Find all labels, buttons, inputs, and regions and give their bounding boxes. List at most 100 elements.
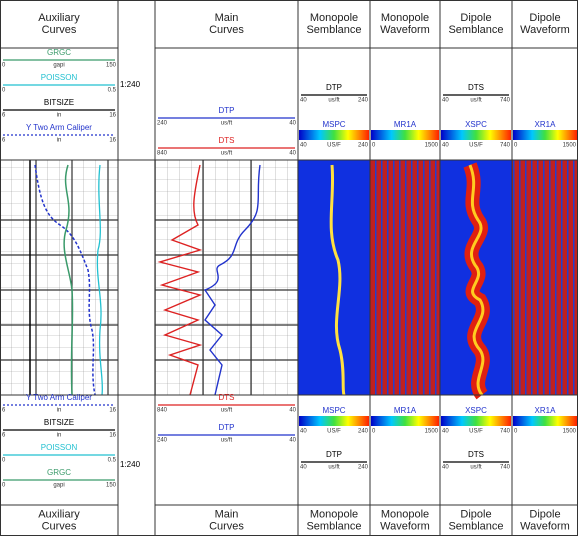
curve-unit: in: [57, 433, 62, 439]
scale-right: 1500: [425, 429, 439, 435]
scale-right: 240: [358, 429, 369, 435]
curve-unit: in: [57, 113, 62, 119]
scale-left: 40: [442, 98, 449, 104]
column-title: Monopole Semblance: [306, 508, 361, 532]
colorbar: [299, 416, 369, 426]
curve-name: DTP: [219, 423, 235, 432]
curve-unit: us/ft: [470, 98, 482, 104]
column-title: Dipole Waveform: [520, 12, 570, 36]
scale-left: 240: [157, 438, 168, 444]
scale-left: 40: [300, 98, 307, 104]
scale-right: 40: [289, 408, 296, 414]
scale-right: 1500: [425, 143, 439, 149]
curve-unit: in: [57, 138, 62, 144]
curve-unit: us/ft: [328, 465, 340, 471]
curve-name: DTS: [468, 83, 484, 92]
scale-left: 40: [300, 429, 307, 435]
curve-unit: us/ft: [328, 98, 340, 104]
image-name: MR1A: [394, 120, 417, 129]
curve-unit: us/ft: [221, 408, 233, 414]
scale-left: 40: [300, 143, 307, 149]
image-unit: US/F: [469, 429, 483, 435]
scale-left: 0: [2, 63, 6, 69]
scale-right: 150: [106, 63, 117, 69]
image-name: MSPC: [322, 120, 345, 129]
column-title: Main Curves: [209, 12, 244, 36]
column-title: Dipole Waveform: [520, 508, 570, 532]
scale-right: 0.5: [108, 88, 117, 94]
curve-name: GRGC: [47, 468, 71, 477]
scale-left: 6: [2, 138, 6, 144]
colorbar: [371, 130, 439, 140]
scale-left: 6: [2, 113, 6, 119]
colorbar: [513, 130, 577, 140]
scale-right: 16: [109, 113, 116, 119]
scale-left: 6: [2, 433, 6, 439]
curve-name: DTS: [468, 450, 484, 459]
curve-unit: us/ft: [221, 151, 233, 157]
image-unit: US/F: [327, 429, 341, 435]
colorbar: [299, 130, 369, 140]
curve-unit: in: [57, 408, 62, 414]
scale-left: 0: [372, 429, 376, 435]
column-title: Monopole Waveform: [380, 508, 430, 532]
column-title: Main Curves: [209, 508, 244, 532]
column-title: Monopole Semblance: [306, 12, 361, 36]
curve-name: Y Two Arm Caliper: [26, 123, 92, 132]
scale-right: 0.5: [108, 458, 117, 464]
depth-scale: 1:240: [120, 80, 141, 89]
scale-left: 6: [2, 408, 6, 414]
curve-name: GRGC: [47, 48, 71, 57]
scale-left: 40: [300, 465, 307, 471]
curve-name: POISSON: [41, 443, 78, 452]
image-name: XR1A: [535, 120, 557, 129]
scale-left: 240: [157, 121, 168, 127]
image-name: MSPC: [322, 406, 345, 415]
image-unit: US/F: [327, 143, 341, 149]
scale-right: 16: [109, 433, 116, 439]
tracks: [0, 160, 578, 400]
scale-left: 0: [372, 143, 376, 149]
scale-left: 0: [2, 483, 6, 489]
curve-unit: gapi: [53, 483, 64, 489]
curve-name: Y Two Arm Caliper: [26, 393, 92, 402]
column-title: Auxiliary Curves: [38, 12, 80, 36]
scale-left: 840: [157, 151, 168, 157]
scale-left: 40: [442, 143, 449, 149]
image-name: MR1A: [394, 406, 417, 415]
curve-name: BITSIZE: [44, 98, 74, 107]
scale-right: 740: [500, 98, 511, 104]
scale-right: 40: [289, 151, 296, 157]
scale-left: 0: [2, 458, 6, 464]
curve-name: DTP: [219, 106, 235, 115]
curve-name: BITSIZE: [44, 418, 74, 427]
scale-right: 40: [289, 121, 296, 127]
scale-left: 0: [2, 88, 6, 94]
scale-left: 0: [514, 429, 518, 435]
depth-scale: 1:240: [120, 460, 141, 469]
scale-left: 0: [514, 143, 518, 149]
scale-right: 740: [500, 465, 511, 471]
scale-right: 16: [109, 138, 116, 144]
scale-left: 840: [157, 408, 168, 414]
curve-name: DTS: [219, 393, 235, 402]
curve-name: POISSON: [41, 73, 78, 82]
scale-right: 240: [358, 143, 369, 149]
colorbar: [371, 416, 439, 426]
curve-unit: us/ft: [470, 465, 482, 471]
curve-name: DTP: [326, 83, 342, 92]
scale-right: 240: [358, 98, 369, 104]
scale-right: 16: [109, 408, 116, 414]
scale-right: 150: [106, 483, 117, 489]
curve-name: DTP: [326, 450, 342, 459]
image-unit: US/F: [469, 143, 483, 149]
image-name: XSPC: [465, 120, 487, 129]
scale-right: 740: [500, 143, 511, 149]
curve-unit: us/ft: [221, 121, 233, 127]
column-title: Auxiliary Curves: [38, 508, 80, 532]
scale-right: 40: [289, 438, 296, 444]
curve-unit: gapi: [53, 63, 64, 69]
scale-left: 40: [442, 429, 449, 435]
column-title: Monopole Waveform: [380, 12, 430, 36]
